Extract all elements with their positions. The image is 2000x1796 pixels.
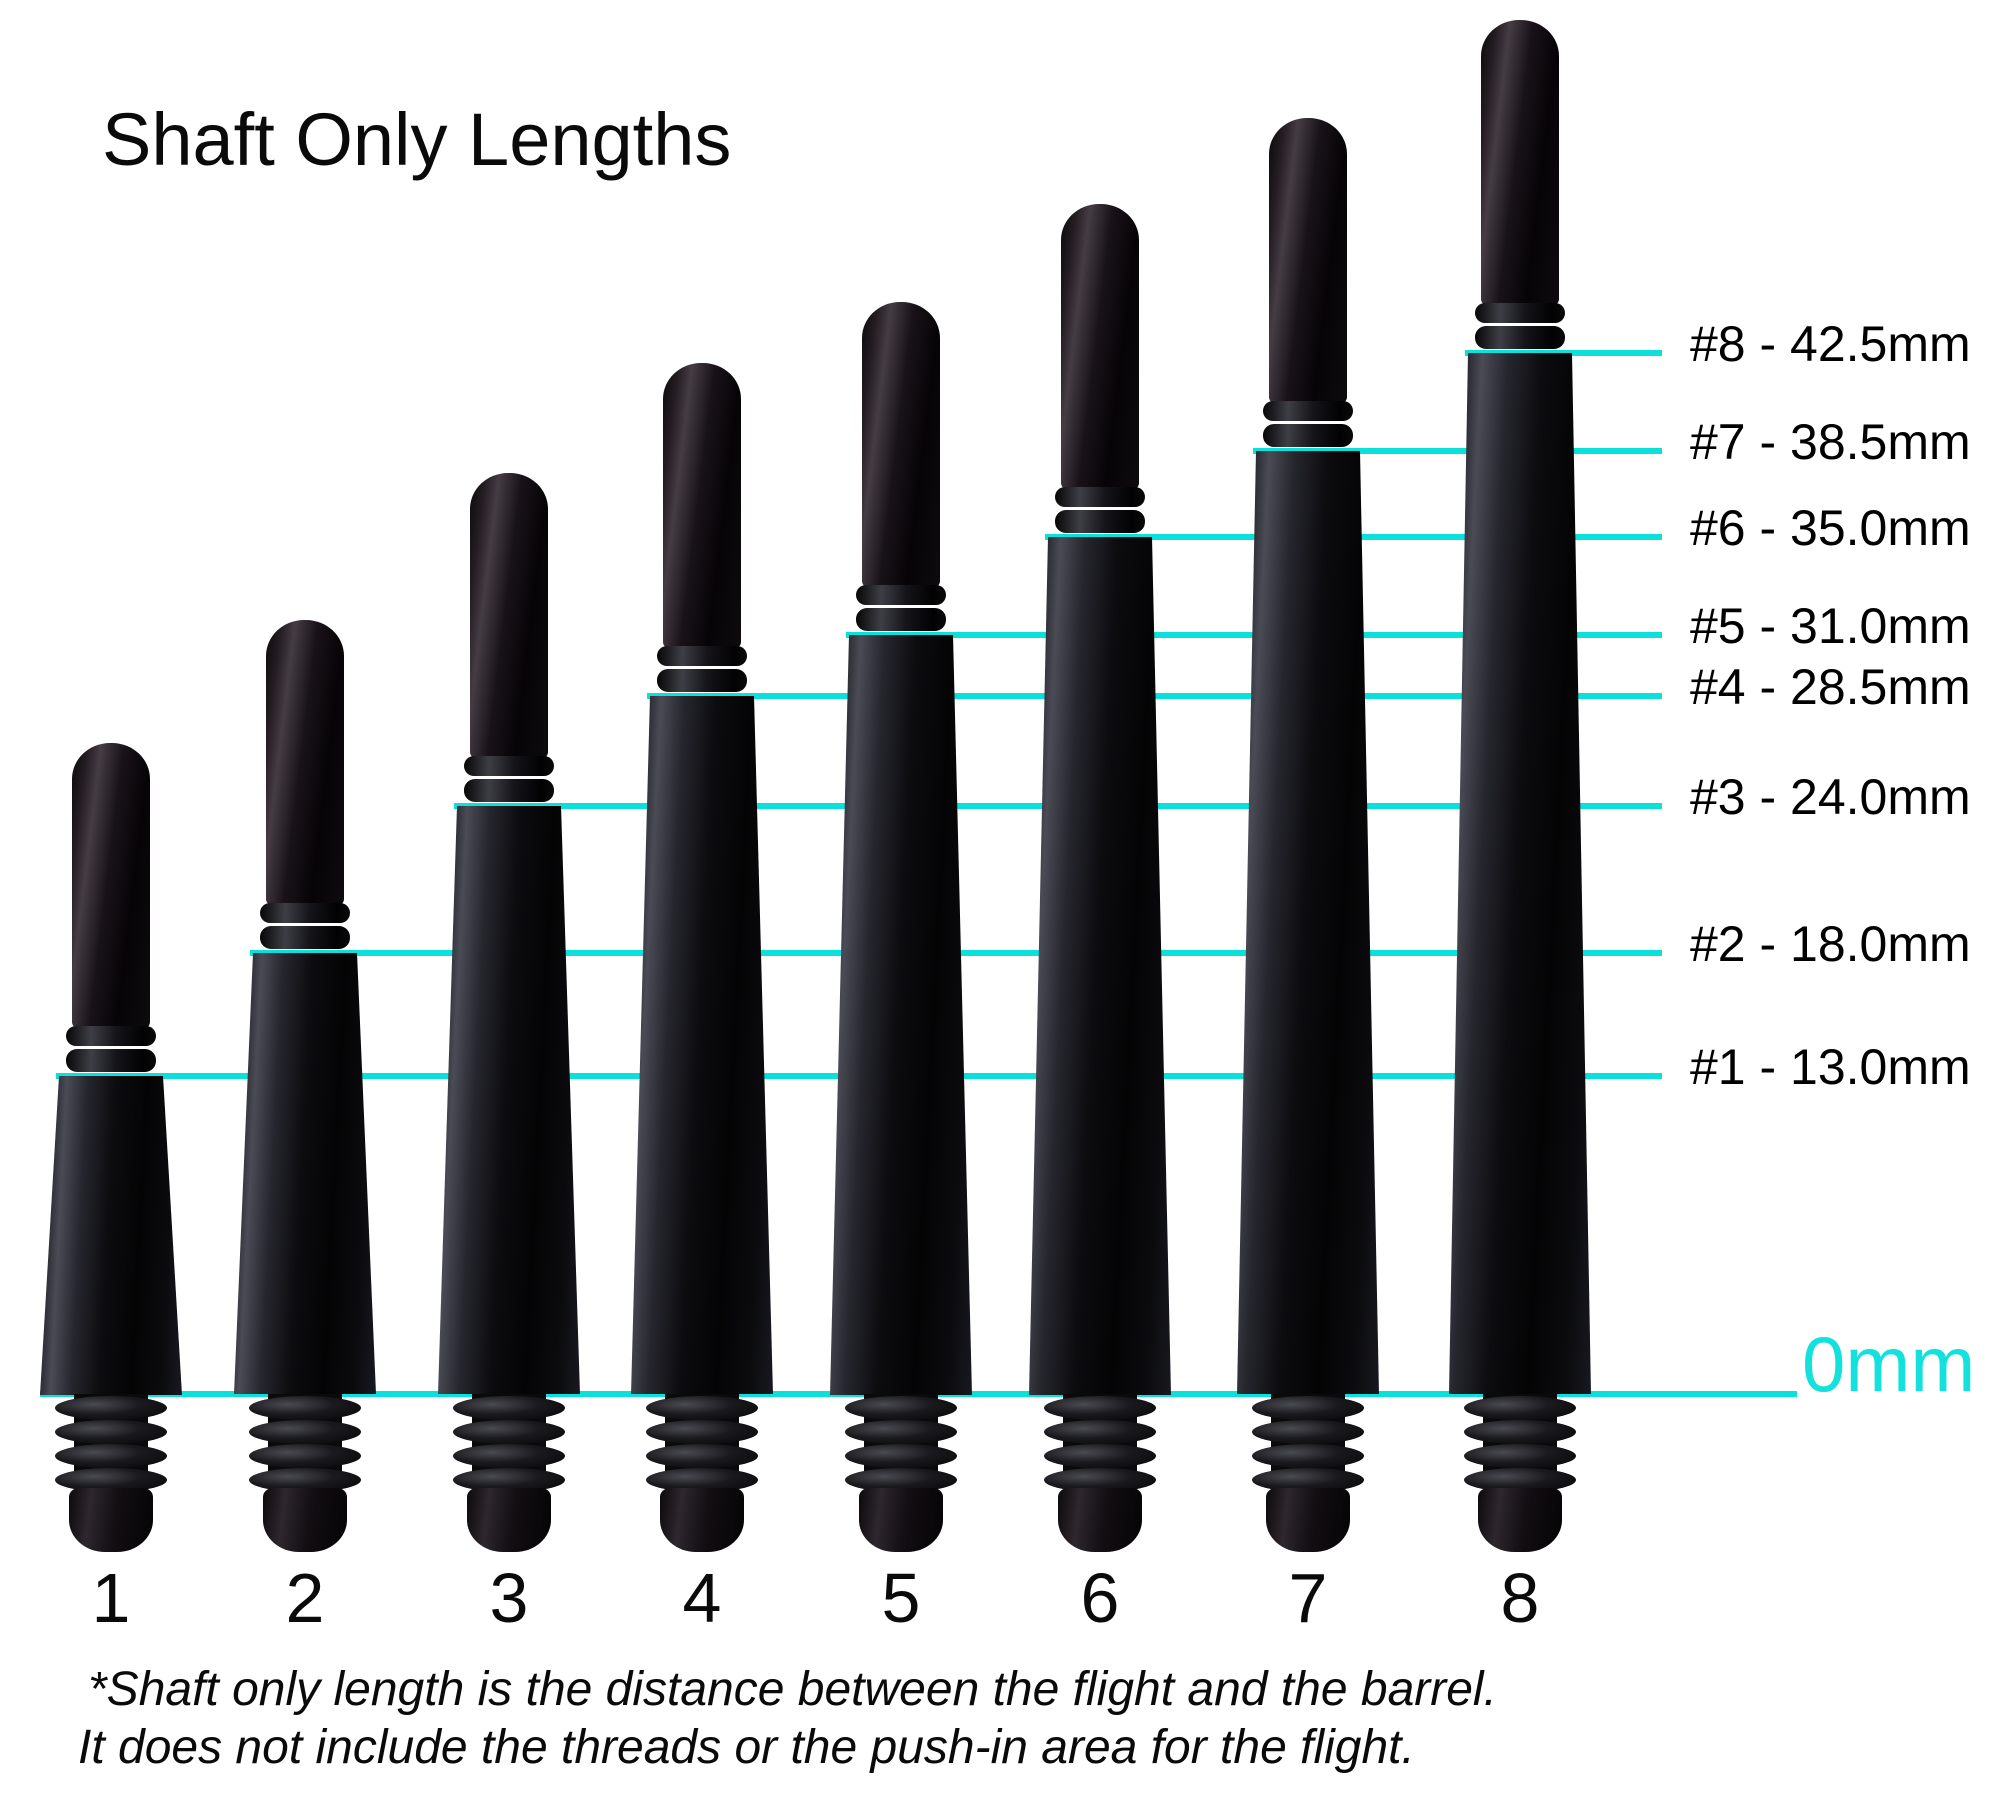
shaft-tip [859,1488,943,1552]
shaft-thread-ring [646,1444,758,1468]
shaft-groove-ridge [260,926,350,949]
shaft-cap [72,743,150,1030]
shaft-thread-ring [249,1444,361,1468]
shaft-tip [467,1488,551,1552]
shaft-cap [663,363,741,650]
shaft-groove-ridge [464,779,554,802]
shaft-groove-ridge [657,669,747,692]
shaft-thread-ring [1252,1396,1364,1420]
shaft-body [1237,451,1379,1394]
shaft-thread-ring [1044,1396,1156,1420]
shaft-thread-ring [845,1420,957,1444]
shaft-groove-ridge [856,608,946,631]
measure-label-8: #8 - 42.5mm [1690,316,1971,372]
shaft-number-6: 6 [1080,1559,1120,1637]
shaft-thread-ring [646,1420,758,1444]
shaft-thread-ring [1464,1420,1576,1444]
shaft-cap [1481,20,1559,307]
shaft-cap [266,620,344,907]
shaft-thread-ring [55,1420,167,1444]
shaft-body [40,1076,182,1395]
shaft-number-3: 3 [489,1559,529,1637]
shaft-groove-ridge [464,756,554,776]
shaft-groove-ridge [1475,303,1565,323]
shaft-tip [1478,1488,1562,1552]
measure-label-7: #7 - 38.5mm [1690,414,1971,470]
shaft-cap [470,473,548,760]
measure-label-3: #3 - 24.0mm [1690,769,1971,825]
shaft-thread-ring [453,1396,565,1420]
shaft-tip [660,1488,744,1552]
shaft-thread-ring [249,1420,361,1444]
shaft-thread-ring [1464,1444,1576,1468]
shaft-groove-ridge [1263,401,1353,421]
shaft-thread-ring [453,1444,565,1468]
shaft-thread-ring [1044,1420,1156,1444]
page-title: Shaft Only Lengths [102,98,732,181]
shaft-thread-ring [1044,1444,1156,1468]
shaft-groove-ridge [1475,326,1565,349]
shaft-number-4: 4 [682,1559,722,1637]
shaft-body [234,953,376,1394]
measure-line-7 [1253,448,1662,454]
shaft-thread-ring [1464,1396,1576,1420]
shaft-cap [1269,118,1347,405]
shaft-thread-ring [646,1396,758,1420]
shaft-body [1029,537,1171,1395]
shaft-groove-ridge [66,1026,156,1046]
shaft-tip [69,1488,153,1552]
footnote-line-1: *Shaft only length is the distance betwe… [88,1663,1497,1716]
measure-label-2: #2 - 18.0mm [1690,916,1971,972]
shaft-thread-ring [1252,1444,1364,1468]
shaft-groove-ridge [260,903,350,923]
shaft-tip [263,1488,347,1552]
shaft-groove-ridge [1055,510,1145,533]
measure-label-5: #5 - 31.0mm [1690,598,1971,654]
footnote-line-2: It does not include the threads or the p… [78,1721,1415,1774]
shaft-groove-ridge [66,1049,156,1072]
measure-label-4: #4 - 28.5mm [1690,659,1971,715]
measure-label-6: #6 - 35.0mm [1690,500,1971,556]
shaft-number-2: 2 [285,1559,325,1637]
measure-label-1: #1 - 13.0mm [1690,1039,1971,1095]
shaft-cap [862,302,940,589]
shaft-thread-ring [453,1420,565,1444]
shaft-number-1: 1 [91,1559,131,1637]
shaft-thread-ring [55,1444,167,1468]
shaft-groove-ridge [1055,487,1145,507]
shaft-tip [1058,1488,1142,1552]
shaft-thread-ring [845,1396,957,1420]
shaft-body [438,806,580,1394]
shaft-groove-ridge [1263,424,1353,447]
shaft-groove-ridge [657,646,747,666]
shaft-groove-ridge [856,585,946,605]
shaft-thread-ring [249,1396,361,1420]
shaft-thread-ring [55,1396,167,1420]
shaft-tip [1266,1488,1350,1552]
shaft-number-8: 8 [1500,1559,1540,1637]
shaft-thread-ring [845,1444,957,1468]
shaft-cap [1061,204,1139,491]
shaft-thread-ring [1252,1420,1364,1444]
shaft-body [1449,353,1591,1394]
shaft-number-5: 5 [881,1559,921,1637]
shaft-body [830,635,972,1395]
shaft-body [631,696,773,1394]
baseline-label: 0mm [1802,1320,1976,1408]
shaft-number-7: 7 [1288,1559,1328,1637]
